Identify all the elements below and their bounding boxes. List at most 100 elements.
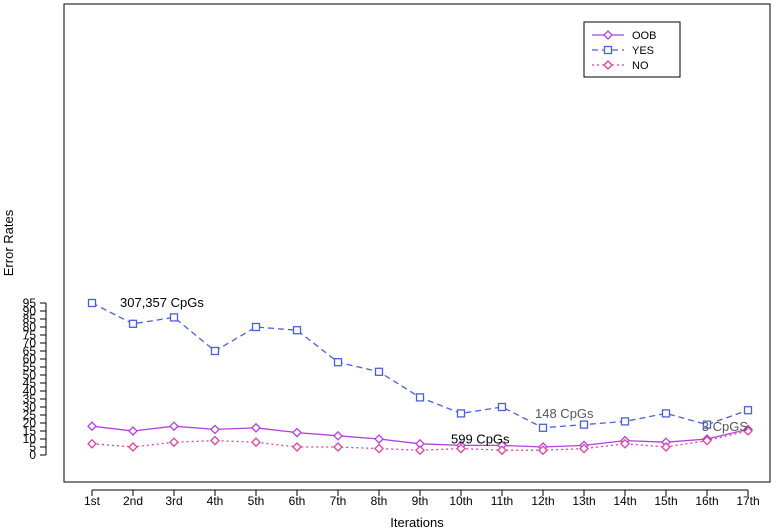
x-tick-label: 2nd [123, 494, 143, 508]
plot-frame [63, 3, 771, 483]
data-point-no [128, 442, 138, 452]
x-axis: 1st 2nd 3rd 4th 5th 6th 7th 8th 9th 10th 11th 12th 1… [84, 489, 760, 508]
x-tick-label: 13th [572, 494, 595, 508]
annotation-label: 599 CpGs [451, 431, 510, 446]
y-tick-label: 10 [23, 432, 37, 446]
annotation-label: 3 CpGS [702, 419, 749, 434]
series-oob [87, 421, 753, 452]
y-tick-label: 65 [23, 344, 37, 358]
y-tick-label: 75 [23, 328, 37, 342]
data-point-yes [333, 358, 343, 367]
data-point-oob [87, 421, 97, 432]
data-point-yes [702, 420, 712, 429]
data-point-no [702, 435, 712, 446]
y-tick-label: 50 [23, 368, 37, 382]
data-point-no [661, 442, 671, 452]
data-point-no [579, 443, 589, 454]
x-axis-title: Iterations [390, 515, 444, 530]
data-point-yes [743, 406, 753, 415]
x-tick-label: 16th [695, 494, 718, 508]
legend: OOB YES NO [583, 21, 681, 78]
x-tick-label: 15th [654, 494, 677, 508]
y-tick-label: 70 [23, 336, 37, 350]
x-tick-label: 7th [330, 494, 347, 508]
x-tick-label: 17th [736, 494, 759, 508]
data-point-no [374, 443, 384, 454]
data-point-no [456, 443, 466, 454]
y-tick-label: 0 [29, 448, 36, 462]
legend-marker [603, 60, 613, 70]
legend-label: YES [632, 45, 654, 57]
legend-marker [603, 30, 613, 40]
y-tick-label: 20 [23, 416, 37, 430]
data-point-yes [169, 313, 179, 322]
y-tick-label: 45 [23, 376, 37, 390]
y-tick-label: 15 [23, 424, 37, 438]
data-point-no [169, 437, 179, 448]
data-point-yes [292, 326, 302, 335]
data-point-oob [169, 421, 179, 432]
legend-items: OOB YES NO [592, 30, 656, 72]
x-tick-label: 6th [289, 494, 306, 508]
data-point-yes [620, 417, 630, 426]
data-point-oob [210, 424, 220, 435]
y-tick-label: 60 [23, 352, 37, 366]
x-tick-label: 3rd [165, 494, 182, 508]
x-tick-label: 4th [207, 494, 224, 508]
data-point-yes [210, 346, 220, 356]
data-point-no [210, 435, 220, 446]
data-point-yes [87, 298, 97, 308]
y-tick-label: 35 [23, 392, 37, 406]
data-point-yes [538, 423, 548, 432]
legend-entry-yes: YES [592, 45, 654, 57]
y-tick-label: 90 [23, 304, 37, 318]
x-tick-label: 11th [491, 494, 513, 508]
y-tick-label: 80 [23, 320, 37, 334]
data-point-yes [579, 420, 589, 429]
data-point-no [743, 426, 753, 436]
annotation-layer: 307,357 CpGs 599 CpGs 148 CpGs 3 CpGS [120, 295, 748, 446]
x-tick-label: 12th [531, 494, 554, 508]
x-tick-label: 5th [248, 494, 265, 508]
legend-box [583, 21, 681, 78]
x-tick-label: 9th [412, 494, 429, 508]
data-point-yes [661, 409, 671, 418]
data-point-oob [292, 427, 302, 438]
y-tick-label: 85 [23, 312, 37, 326]
data-point-no [292, 442, 302, 452]
y-axis-title: Error Rates [1, 209, 16, 276]
x-tick-label: 1st [84, 494, 101, 508]
legend-label: OOB [632, 30, 656, 42]
series-no [87, 426, 753, 456]
data-point-oob [128, 426, 138, 436]
x-tick-label: 8th [371, 494, 388, 508]
y-tick-label: 40 [23, 384, 37, 398]
data-point-yes [374, 367, 384, 376]
legend-entry-no: NO [592, 60, 649, 72]
data-point-yes [415, 393, 425, 402]
data-point-no [620, 438, 630, 449]
y-tick-label: 95 [23, 296, 37, 310]
data-point-oob [333, 430, 343, 441]
data-point-no [538, 445, 548, 456]
x-tick-label: 14th [613, 494, 636, 508]
x-tick-label: 10th [449, 494, 472, 508]
data-point-no [251, 437, 261, 448]
data-point-oob [251, 422, 261, 433]
data-point-no [333, 442, 343, 452]
data-point-no [415, 445, 425, 456]
data-point-yes [456, 409, 466, 418]
series-line-yes [91, 302, 749, 429]
y-tick-label: 5 [29, 440, 36, 454]
y-tick-label: 25 [23, 408, 37, 422]
data-point-yes [128, 319, 138, 328]
data-point-oob [374, 434, 384, 444]
legend-marker [603, 45, 613, 55]
y-tick-label: 30 [23, 400, 37, 414]
series-layer [87, 298, 753, 456]
data-point-no [87, 438, 97, 449]
data-point-yes [497, 402, 507, 412]
annotation-label: 307,357 CpGs [120, 295, 204, 310]
